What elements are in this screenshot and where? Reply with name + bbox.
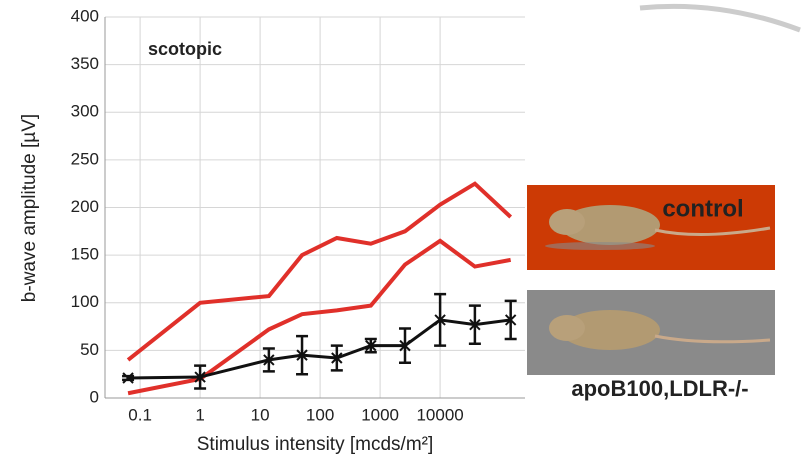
point — [504, 314, 517, 326]
mouse-icon — [549, 310, 771, 350]
x-tick-label: 1 — [195, 405, 204, 424]
legend-label: control — [662, 195, 743, 222]
legend-label: apoB100,LDLR-/- — [571, 376, 748, 401]
x-tick-label: 100 — [306, 405, 334, 424]
plot: 0 50 100 150 200 250 300 350 400 0.1 1 10 100 1000 100… — [71, 6, 525, 424]
legend: control apoB100,LDLR-/- — [527, 185, 775, 401]
point — [331, 352, 343, 364]
decoration — [639, 3, 801, 33]
point — [122, 372, 134, 384]
mouse-icon — [545, 205, 771, 250]
point — [399, 339, 411, 352]
y-tick-label: 200 — [71, 197, 99, 216]
y-tick-label: 100 — [71, 292, 99, 311]
series-line — [126, 181, 513, 362]
y-tick-label: 150 — [71, 245, 99, 264]
point — [469, 318, 481, 331]
x-tick-label: 1000 — [361, 405, 399, 424]
y-tick-label: 250 — [71, 149, 99, 168]
y-tick-label: 300 — [71, 102, 99, 121]
x-axis-title: Stimulus intensity [mcds/m²] — [197, 434, 434, 455]
y-tick-label: 0 — [90, 387, 99, 406]
x-tick-label: 0.1 — [128, 405, 152, 424]
y-axis-title: b-wave amplitude [µV] — [19, 114, 40, 302]
point — [263, 354, 275, 366]
x-tick-label: 10000 — [416, 405, 463, 424]
point — [194, 371, 206, 383]
annotation: scotopic — [148, 39, 222, 59]
point — [296, 349, 308, 361]
series-line — [128, 318, 511, 380]
y-tick-label: 50 — [80, 340, 99, 359]
point — [434, 314, 446, 326]
point — [365, 339, 377, 352]
y-tick-label: 350 — [71, 54, 99, 73]
x-tick-label: 10 — [251, 405, 270, 424]
y-tick-label: 400 — [71, 6, 99, 25]
series-line — [127, 238, 512, 396]
